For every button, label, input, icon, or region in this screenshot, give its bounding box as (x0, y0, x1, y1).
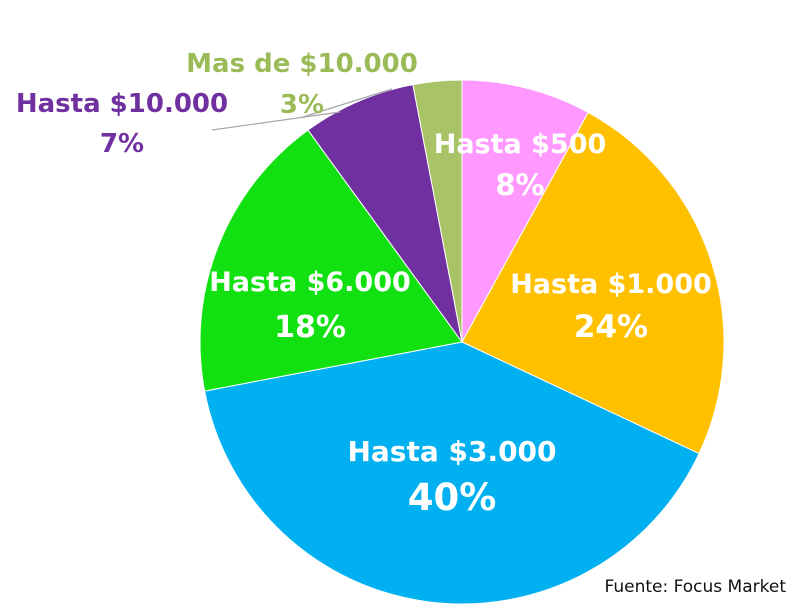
slice-pct-hasta-500: 8% (495, 168, 544, 202)
slice-label-hasta-1-000: Hasta $1.000 (510, 269, 712, 300)
leader-lines (211, 88, 393, 131)
slice-pct-hasta-3-000: 40% (408, 476, 497, 519)
leader-line-hasta-10-000 (211, 111, 341, 131)
leader-line-mas-de-10-000 (302, 88, 393, 118)
slice-label-hasta-10-000: Hasta $10.000 (16, 89, 228, 119)
slice-label-mas-de-10-000: Mas de $10.000 (186, 49, 418, 79)
slice-pct-hasta-10-000: 7% (100, 129, 144, 159)
slice-labels: Hasta $500 8% Hasta $1.000 24% Hasta $3.000 4… (16, 49, 712, 519)
slice-pct-hasta-6-000: 18% (274, 310, 346, 345)
slice-hasta-3-000 (204, 341, 700, 605)
slice-label-hasta-6-000: Hasta $6.000 (209, 267, 411, 298)
slice-mas-de-10-000 (412, 79, 463, 343)
slice-label-hasta-500: Hasta $500 (434, 129, 607, 160)
slice-pct-mas-de-10-000: 3% (280, 90, 324, 120)
source-note: Fuente: Focus Market (604, 577, 786, 597)
slice-hasta-500 (461, 79, 589, 343)
slice-hasta-1-000 (461, 111, 725, 455)
slice-hasta-6-000 (199, 129, 463, 392)
slice-pct-hasta-1-000: 24% (574, 309, 648, 345)
slice-label-hasta-3-000: Hasta $3.000 (347, 435, 556, 468)
slice-hasta-10-000 (307, 84, 463, 343)
pie-slices (199, 79, 725, 605)
